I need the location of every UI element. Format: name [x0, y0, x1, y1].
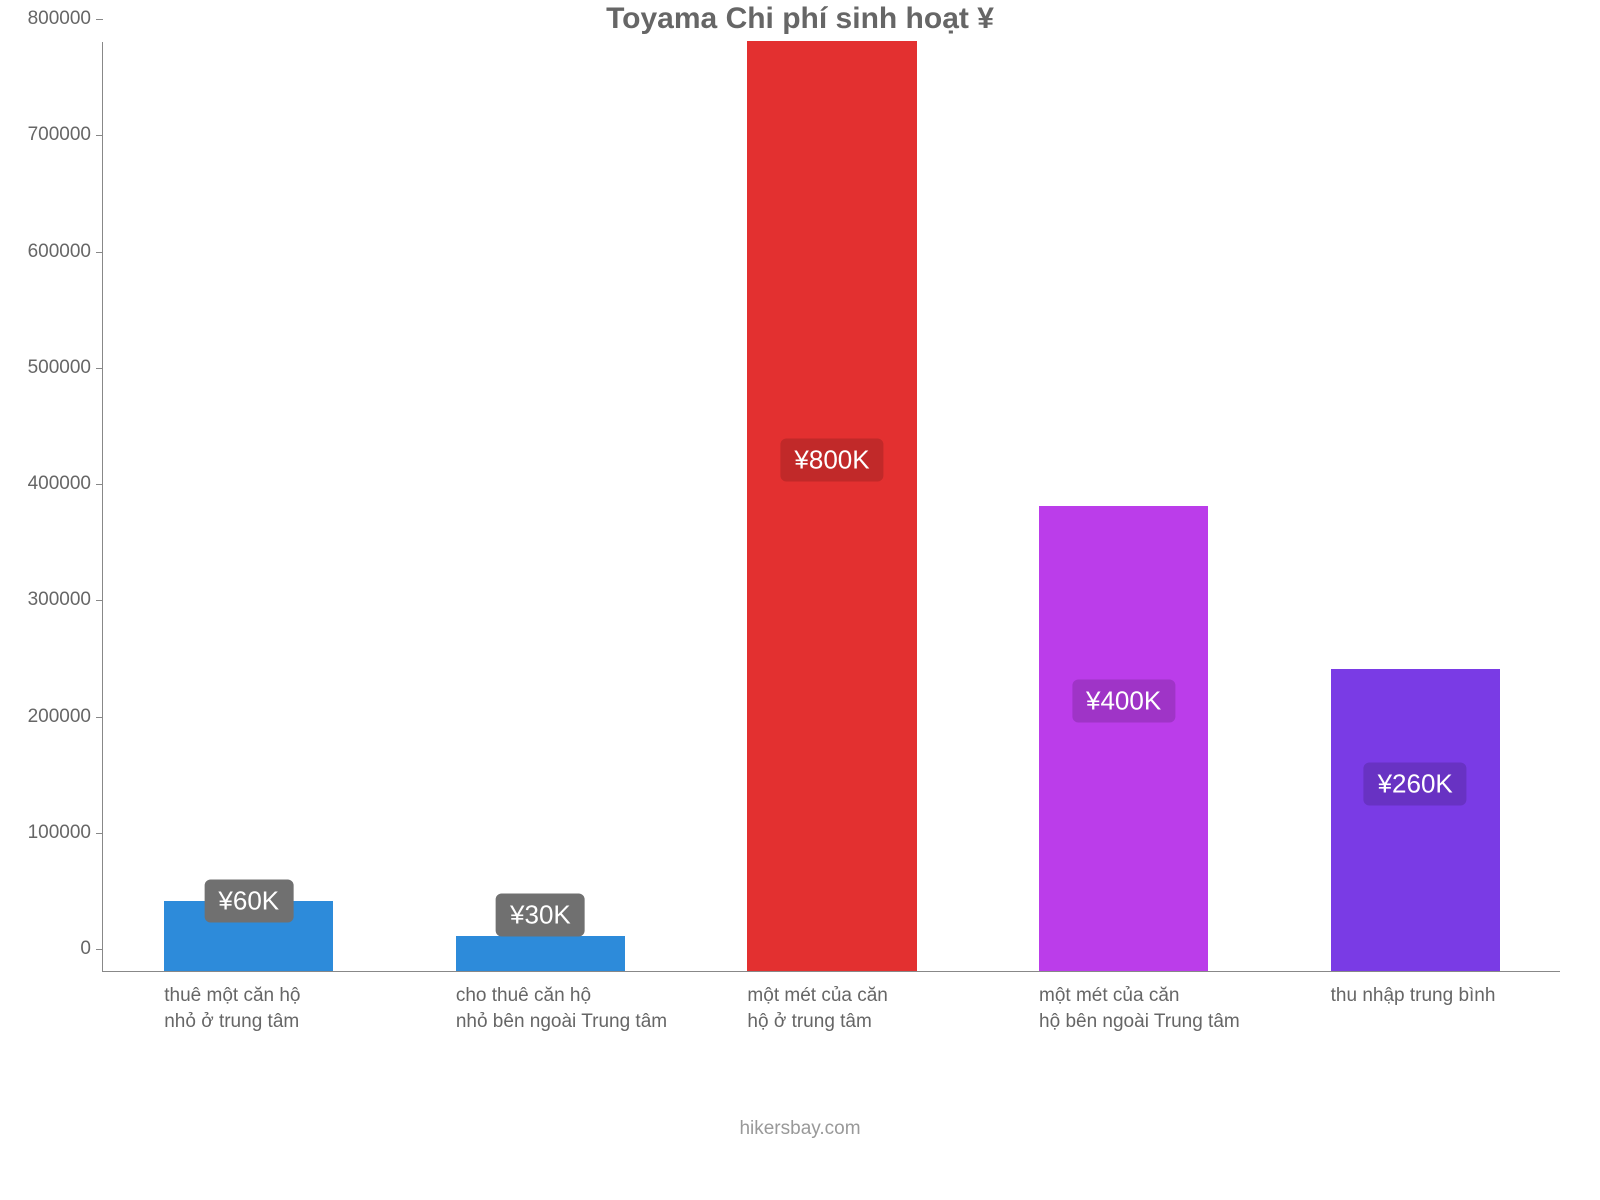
x-axis-label: một mét của cănhộ ở trung tâm: [747, 971, 1024, 1034]
y-axis-tick: 100000: [28, 822, 103, 844]
plot-area: 0100000200000300000400000500000600000700…: [102, 42, 1560, 972]
y-axis-tick: 700000: [28, 124, 103, 146]
y-axis-tick: 800000: [28, 8, 103, 30]
bar: [1039, 506, 1208, 971]
attribution-text: hikersbay.com: [0, 1118, 1600, 1140]
y-axis-tick: 400000: [28, 473, 103, 495]
bar-value-label: ¥260K: [1364, 762, 1467, 805]
bar: [456, 936, 625, 971]
x-axis-label: cho thuê căn hộnhỏ bên ngoài Trung tâm: [456, 971, 733, 1034]
bar-value-label: ¥800K: [780, 438, 883, 481]
x-axis-label: thu nhập trung bình: [1331, 971, 1600, 1009]
cost-of-living-chart: Toyama Chi phí sinh hoạt ¥ 0100000200000…: [0, 0, 1600, 1200]
y-axis-tick: 300000: [28, 589, 103, 611]
y-axis-tick: 600000: [28, 241, 103, 263]
y-axis-tick: 500000: [28, 357, 103, 379]
chart-title: Toyama Chi phí sinh hoạt ¥: [0, 2, 1600, 36]
bar: [747, 41, 916, 971]
bar: [1331, 669, 1500, 971]
x-axis-label: thuê một căn hộnhỏ ở trung tâm: [164, 971, 441, 1034]
x-axis-label: một mét của cănhộ bên ngoài Trung tâm: [1039, 971, 1316, 1034]
bar-value-label: ¥400K: [1072, 680, 1175, 723]
y-axis-tick: 200000: [28, 706, 103, 728]
bar-value-label: ¥60K: [204, 880, 293, 923]
bar-value-label: ¥30K: [496, 894, 585, 937]
y-axis-tick: 0: [80, 938, 103, 960]
